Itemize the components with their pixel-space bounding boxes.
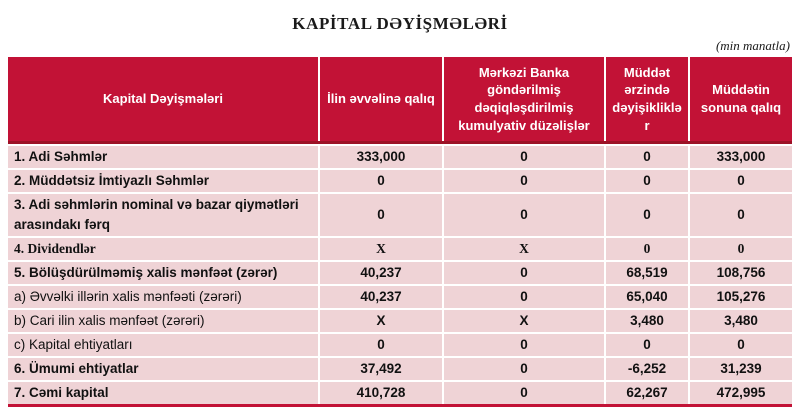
cell-value: 40,237: [320, 262, 444, 284]
cell-value: 0: [690, 194, 792, 236]
cell-value: -6,252: [606, 358, 690, 380]
cell-value: 3,480: [690, 310, 792, 332]
cell-value: 0: [444, 334, 606, 356]
cell-value: 0: [606, 194, 690, 236]
cell-value: 31,239: [690, 358, 792, 380]
column-header-ilin-evveline-qaliq: İlin əvvəlinə qalıq: [320, 57, 444, 141]
table-row: 1. Adi Səhmlər 333,000 0 0 333,000: [8, 146, 792, 170]
row-label: b) Cari ilin xalis mənfəət (zərəri): [8, 310, 320, 332]
table-row: c) Kapital ehtiyatları 0 0 0 0: [8, 334, 792, 358]
cell-value: 410,728: [320, 382, 444, 404]
cell-value: 0: [690, 238, 792, 260]
cell-value: 0: [606, 146, 690, 168]
cell-value: 3,480: [606, 310, 690, 332]
cell-value: 0: [606, 334, 690, 356]
cell-value: 0: [606, 238, 690, 260]
capital-changes-report: KAPİTAL DƏYİŞMƏLƏRİ (min manatla) Kapita…: [0, 14, 800, 413]
cell-value: 472,995: [690, 382, 792, 404]
cell-value: 0: [690, 170, 792, 192]
cell-value: 0: [444, 146, 606, 168]
column-header-muddetin-sonuna-qaliq: Müddətin sonuna qalıq: [690, 57, 792, 141]
cell-value: 0: [444, 382, 606, 404]
cell-value: 0: [444, 194, 606, 236]
table-row: 5. Bölüşdürülməmiş xalis mənfəət (zərər)…: [8, 262, 792, 286]
cell-value: 0: [444, 358, 606, 380]
row-label: 5. Bölüşdürülməmiş xalis mənfəət (zərər): [8, 262, 320, 284]
table-row: 4. Dividendlər X X 0 0: [8, 238, 792, 262]
table-header-row: Kapital Dəyişmələri İlin əvvəlinə qalıq …: [8, 57, 792, 144]
cell-value: X: [320, 310, 444, 332]
column-header-muddet-erzinde-deyisiklikler: Müddət ərzində dəyişikliklər: [606, 57, 690, 141]
cell-value: 37,492: [320, 358, 444, 380]
cell-value: 40,237: [320, 286, 444, 308]
cell-value: 0: [320, 194, 444, 236]
page-title: KAPİTAL DƏYİŞMƏLƏRİ: [292, 14, 508, 33]
cell-value: X: [444, 238, 606, 260]
cell-value: 65,040: [606, 286, 690, 308]
row-label: 6. Ümumi ehtiyatlar: [8, 358, 320, 380]
table-row: 3. Adi səhmlərin nominal və bazar qiymət…: [8, 194, 792, 238]
cell-value: 333,000: [320, 146, 444, 168]
cell-value: 0: [606, 170, 690, 192]
column-header-merkezi-banka-duzelisler: Mərkəzi Banka göndərilmiş dəqiqləşdirilm…: [444, 57, 606, 141]
row-label: c) Kapital ehtiyatları: [8, 334, 320, 356]
cell-value: X: [320, 238, 444, 260]
row-label: 7. Cəmi kapital: [8, 382, 320, 404]
row-label: 1. Adi Səhmlər: [8, 146, 320, 168]
cell-value: 0: [444, 286, 606, 308]
row-label: 2. Müddətsiz İmtiyazlı Səhmlər: [8, 170, 320, 192]
table-row: 2. Müddətsiz İmtiyazlı Səhmlər 0 0 0 0: [8, 170, 792, 194]
table-row: a) Əvvəlki illərin xalis mənfəəti (zərər…: [8, 286, 792, 310]
table-row: b) Cari ilin xalis mənfəət (zərəri) X X 3,4…: [8, 310, 792, 334]
cell-value: 0: [320, 334, 444, 356]
cell-value: 0: [444, 170, 606, 192]
cell-value: 0: [320, 170, 444, 192]
cell-value: 68,519: [606, 262, 690, 284]
cell-value: 62,267: [606, 382, 690, 404]
capital-changes-table: Kapital Dəyişmələri İlin əvvəlinə qalıq …: [8, 57, 792, 407]
cell-value: 108,756: [690, 262, 792, 284]
table-row: 7. Cəmi kapital 410,728 0 62,267 472,995: [8, 382, 792, 404]
cell-value: 0: [690, 334, 792, 356]
cell-value: X: [444, 310, 606, 332]
cell-value: 333,000: [690, 146, 792, 168]
column-header-kapital-deyishmeleri: Kapital Dəyişmələri: [8, 57, 320, 141]
cell-value: 105,276: [690, 286, 792, 308]
row-label: 3. Adi səhmlərin nominal və bazar qiymət…: [8, 194, 320, 236]
table-body: 1. Adi Səhmlər 333,000 0 0 333,000 2. Müddəts…: [8, 146, 792, 404]
row-label: 4. Dividendlər: [8, 238, 320, 260]
table-row: 6. Ümumi ehtiyatlar 37,492 0 -6,252 31,239: [8, 358, 792, 382]
cell-value: 0: [444, 262, 606, 284]
row-label: a) Əvvəlki illərin xalis mənfəəti (zərər…: [8, 286, 320, 308]
unit-note: (min manatla): [715, 38, 790, 53]
